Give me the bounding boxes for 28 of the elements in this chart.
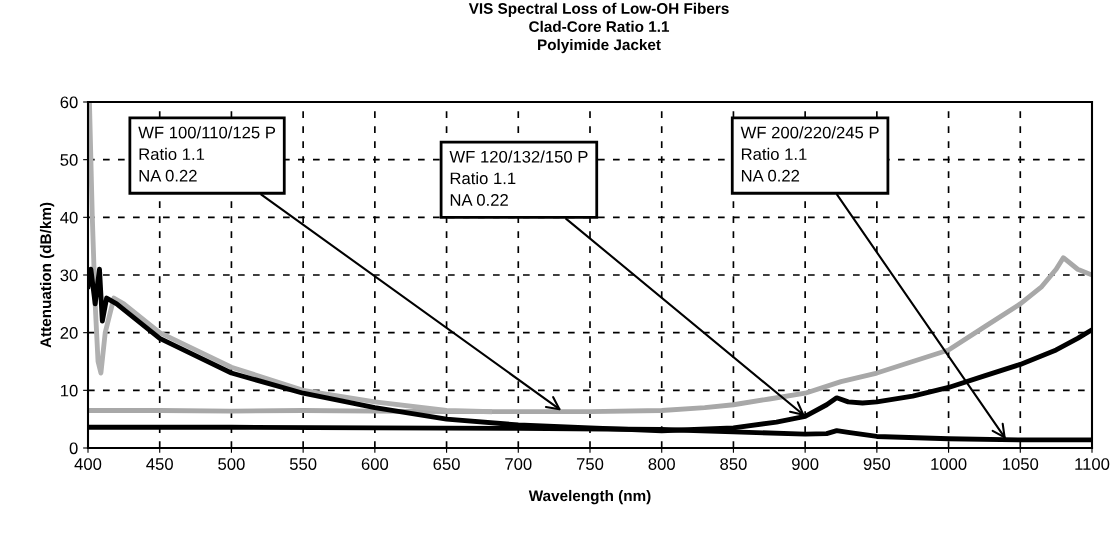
y-tick-label: 20 [60, 327, 78, 339]
x-tick-label: 750 [576, 458, 604, 470]
x-tick-label: 550 [289, 458, 317, 470]
annotation: WF 120/132/150 P Ratio 1.1 NA 0.22 [449, 150, 588, 206]
x-tick-label: 600 [361, 458, 389, 470]
y-tick-label: 10 [61, 384, 78, 397]
x-tick-label: 850 [720, 458, 747, 470]
x-tick-label: 1050 [1003, 458, 1039, 470]
y-tick-label: 0 [69, 442, 78, 455]
x-tick-label: 800 [648, 458, 675, 470]
x-tick-label: 500 [218, 458, 245, 470]
x-tick-label: 400 [74, 458, 102, 470]
x-tick-label: 650 [433, 458, 460, 470]
annotation: WF 200/220/245 P Ratio 1.1 NA 0.22 [740, 126, 879, 182]
x-tick-label: 450 [146, 458, 173, 470]
annotation: WF 100/110/125 P Ratio 1.1 NA 0.22 [138, 126, 276, 182]
y-tick-label: 60 [60, 96, 78, 109]
y-tick-label: 30 [60, 269, 78, 282]
x-tick-label: 1100 [1075, 458, 1110, 470]
x-tick-label: 700 [505, 458, 532, 470]
x-axis-title: Wavelength (nm) [528, 489, 651, 505]
x-tick-label: 900 [792, 458, 819, 470]
x-tick-label: 1000 [931, 458, 967, 470]
y-tick-label: 50 [60, 154, 78, 166]
y-tick-label: 40 [60, 211, 78, 224]
y-axis-title: Attenuation (dB/km) [39, 202, 55, 348]
x-tick-label: 950 [863, 458, 891, 470]
chart-title: VIS Spectral Loss of Low-OH Fibers Clad-Core Ratio 1.1 Polyimide Jacket [468, 2, 729, 54]
